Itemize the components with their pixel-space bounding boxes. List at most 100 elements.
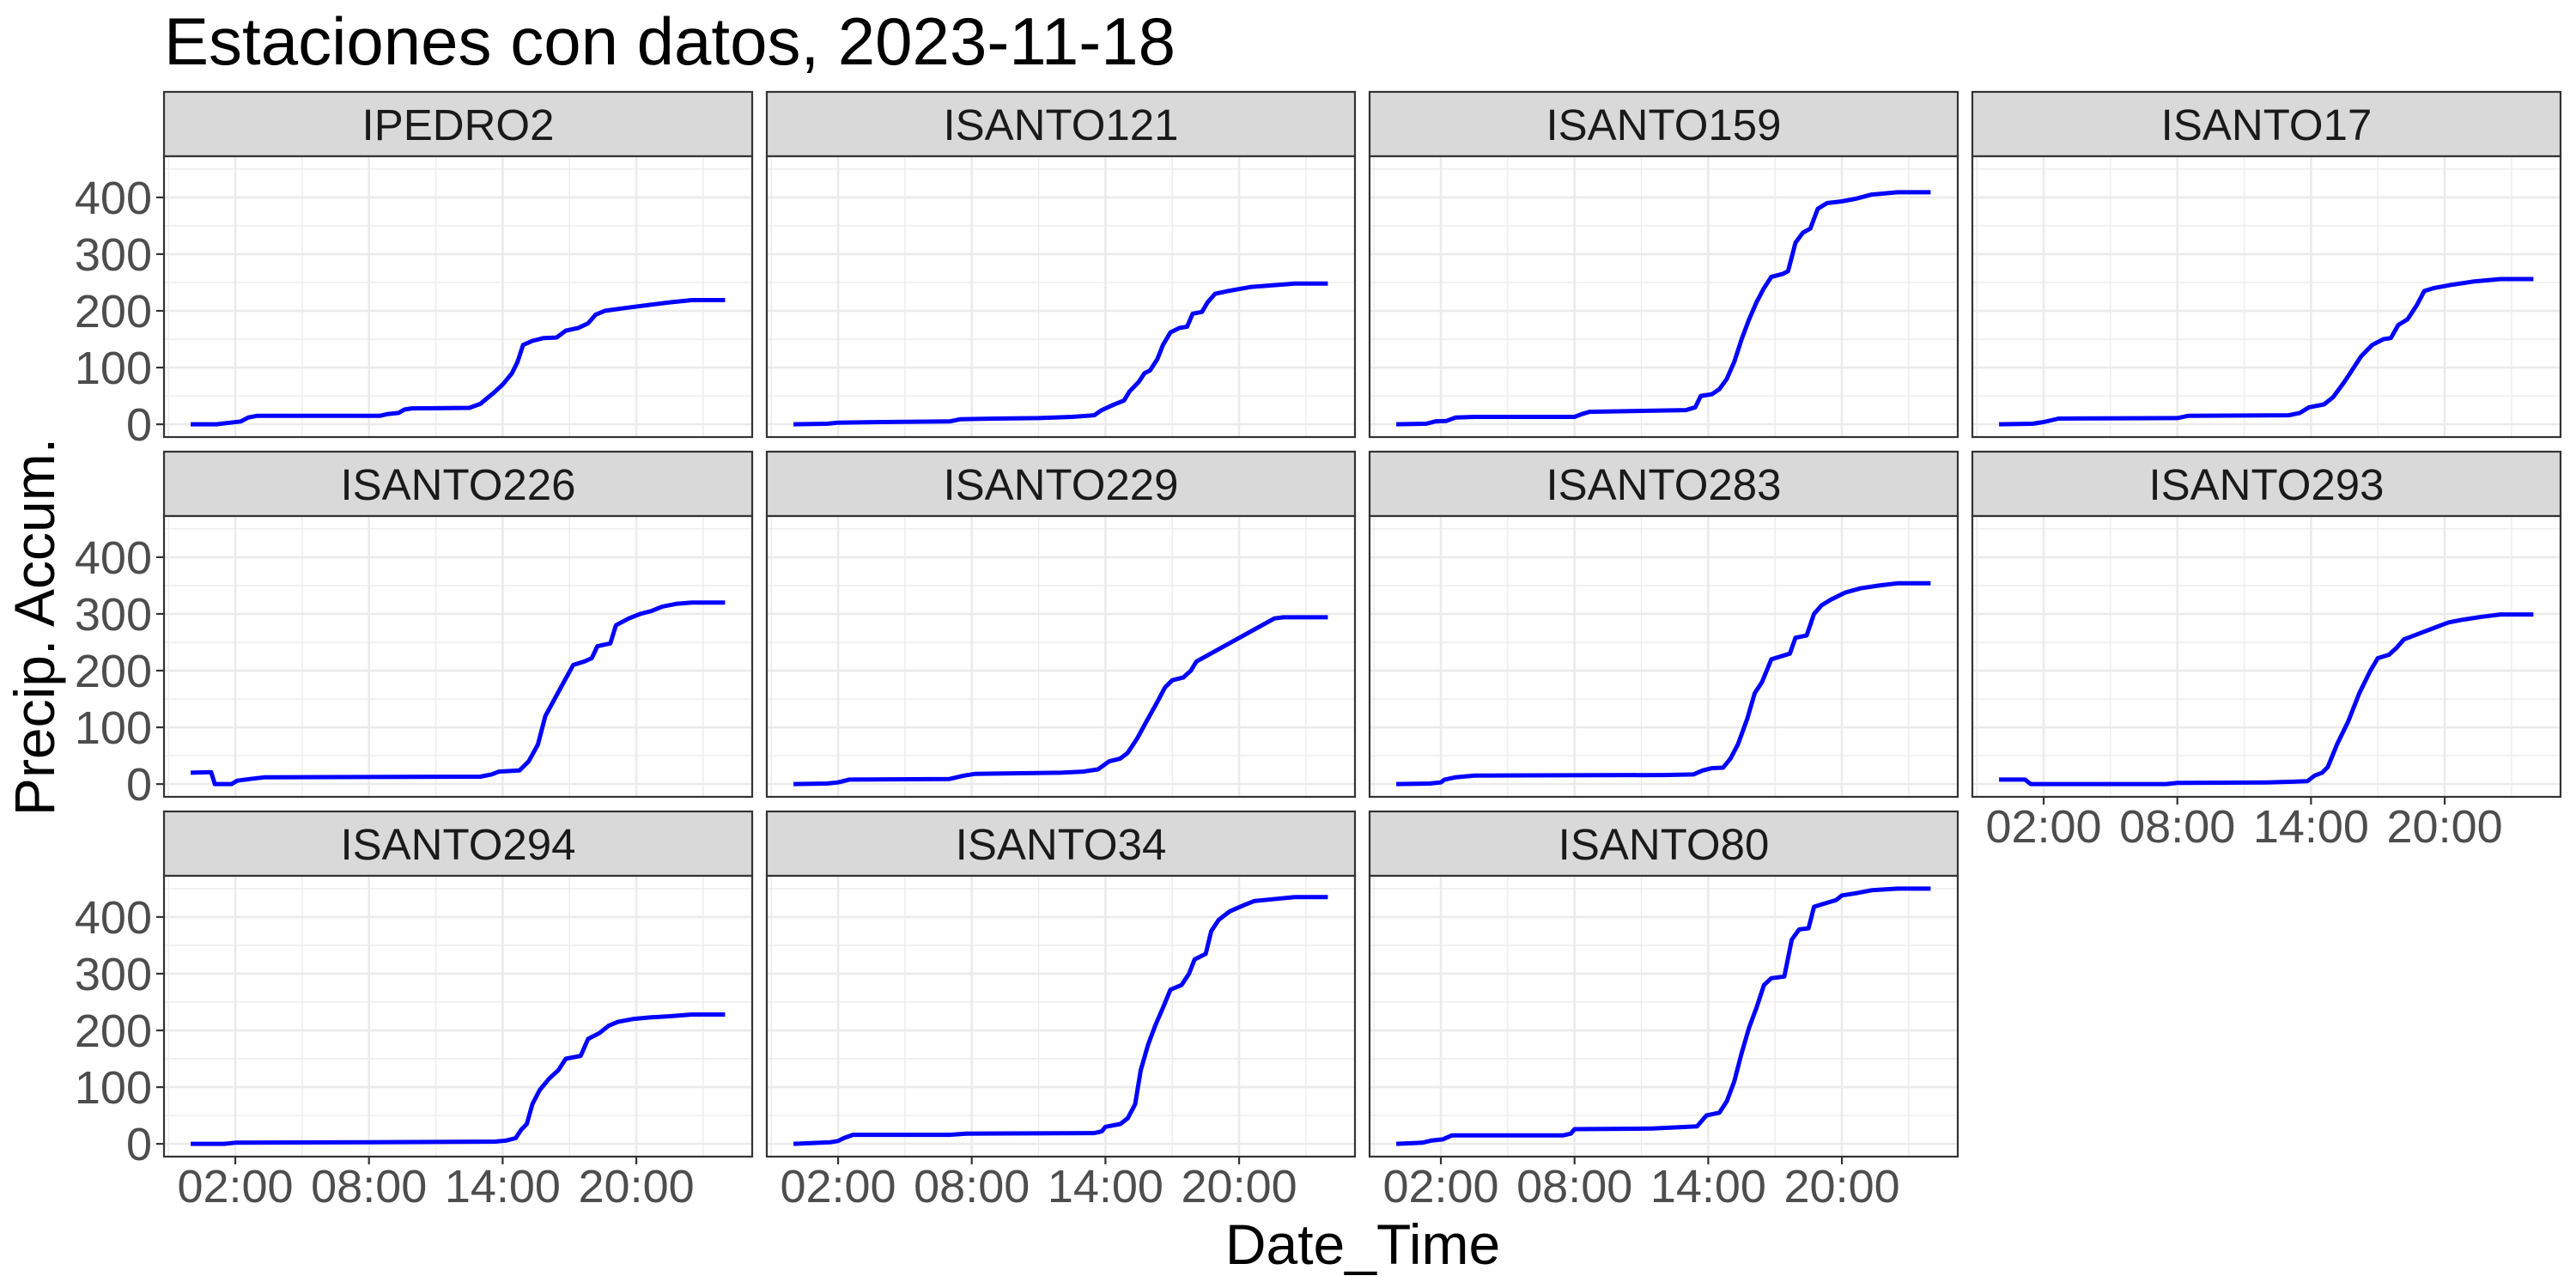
strip-background <box>765 810 1357 878</box>
strip-background <box>1971 90 2562 158</box>
strip-background <box>1971 450 2562 518</box>
panel-background <box>767 876 1355 1157</box>
strip-label: ISANTO293 <box>2148 460 2384 509</box>
facet-isanto121: ISANTO121 <box>765 90 1357 439</box>
series-line-isanto293 <box>1999 612 2534 787</box>
x-tick-label: 20:00 <box>579 1161 695 1212</box>
facet-isanto17: ISANTO17 <box>1971 90 2562 439</box>
facet-isanto80: ISANTO80 02:00 08:00 14:00 20:00 <box>1368 810 1959 1212</box>
strip-label: ISANTO226 <box>340 460 575 509</box>
series-line-isanto17 <box>1999 276 2534 427</box>
y-tick-label: 0 <box>126 399 152 451</box>
y-tick-label: 400 <box>75 892 152 944</box>
y-tick-label: 100 <box>75 702 152 754</box>
y-tick-label: 200 <box>75 286 152 337</box>
x-tick-label: 02:00 <box>1985 801 2101 853</box>
x-tick-label: 14:00 <box>445 1161 561 1212</box>
panel-border <box>1368 514 1959 799</box>
y-tick-label: 100 <box>75 1062 152 1114</box>
series-line-isanto226 <box>191 600 726 787</box>
series-line-isanto294 <box>191 1012 726 1146</box>
strip-label: ISANTO121 <box>943 100 1178 149</box>
strip-background <box>1368 810 1959 878</box>
y-tick-label: 200 <box>75 646 152 697</box>
series-line-ipedro2 <box>191 298 726 427</box>
x-tick-label: 02:00 <box>177 1161 293 1212</box>
panel-border <box>1971 514 2562 799</box>
strip-label: ISANTO294 <box>340 820 575 869</box>
series-line-isanto34 <box>793 895 1328 1146</box>
y-tick-label: 0 <box>126 1119 152 1170</box>
panel-background <box>1972 156 2561 437</box>
facet-isanto293: ISANTO293 02:00 08:00 14:00 20:00 <box>1971 450 2562 853</box>
facet-isanto34: ISANTO34 02:00 08:00 14:00 20:00 <box>765 810 1357 1212</box>
panel-border <box>1368 155 1959 439</box>
strip-label: ISANTO80 <box>1558 820 1770 869</box>
series-line-isanto229 <box>793 615 1328 787</box>
panel-background <box>1370 516 1958 797</box>
strip-background <box>765 450 1357 518</box>
y-tick-label: 0 <box>126 759 152 811</box>
x-tick-label: 02:00 <box>1382 1161 1498 1212</box>
strip-background <box>765 90 1357 158</box>
y-tick-label: 400 <box>75 173 152 224</box>
panel-border <box>765 155 1357 439</box>
strip-background <box>162 810 754 878</box>
panel-border <box>162 155 754 439</box>
strip-label: ISANTO229 <box>943 460 1178 509</box>
panel-border <box>162 514 754 799</box>
panel-background <box>1370 876 1958 1157</box>
strip-label: ISANTO34 <box>956 820 1167 869</box>
strip-label: ISANTO159 <box>1546 100 1781 149</box>
facet-isanto159: ISANTO159 <box>1368 90 1959 439</box>
panel-background <box>1370 156 1958 437</box>
strip-label: IPEDRO2 <box>362 100 555 149</box>
panel-background <box>164 156 752 437</box>
y-tick-label: 300 <box>75 229 152 281</box>
x-tick-label: 08:00 <box>914 1161 1030 1212</box>
strip-label: ISANTO17 <box>2161 100 2372 149</box>
x-tick-label: 08:00 <box>2119 801 2235 853</box>
y-tick-label: 200 <box>75 1005 152 1057</box>
series-line-isanto283 <box>1396 580 1931 787</box>
y-tick-label: 100 <box>75 343 152 394</box>
x-tick-label: 20:00 <box>1784 1161 1900 1212</box>
y-tick-label: 300 <box>75 589 152 641</box>
panel-border <box>1368 874 1959 1158</box>
panel-background <box>767 516 1355 797</box>
facet-isanto229: ISANTO229 <box>765 450 1357 799</box>
strip-background <box>1368 450 1959 518</box>
x-tick-label: 02:00 <box>780 1161 896 1212</box>
strip-background <box>162 90 754 158</box>
x-axis-title: Date_Time <box>1225 1212 1500 1276</box>
x-tick-label: 08:00 <box>1516 1161 1632 1212</box>
panel-border <box>1971 155 2562 439</box>
x-tick-label: 08:00 <box>311 1161 427 1212</box>
strip-background <box>162 450 754 518</box>
x-tick-label: 20:00 <box>2387 801 2503 853</box>
panel-background <box>1972 516 2561 797</box>
series-line-isanto80 <box>1395 886 1931 1146</box>
series-line-isanto121 <box>793 281 1328 427</box>
panel-border <box>162 874 754 1158</box>
panel-background <box>164 516 752 797</box>
panel-border <box>765 874 1357 1158</box>
x-tick-label: 14:00 <box>1650 1161 1766 1212</box>
chart-title: Estaciones con datos, 2023-11-18 <box>164 3 1176 79</box>
y-tick-label: 400 <box>75 532 152 584</box>
y-tick-label: 300 <box>75 949 152 1000</box>
panel-background <box>767 156 1355 437</box>
panel-border <box>765 514 1357 799</box>
x-tick-label: 14:00 <box>2253 801 2369 853</box>
strip-label: ISANTO283 <box>1546 460 1781 509</box>
facet-isanto283: ISANTO283 <box>1368 450 1959 799</box>
series-line-isanto159 <box>1396 190 1931 427</box>
strip-background <box>1368 90 1959 158</box>
y-axis-title: Precip. Accum. <box>3 438 66 816</box>
x-tick-label: 20:00 <box>1182 1161 1297 1212</box>
